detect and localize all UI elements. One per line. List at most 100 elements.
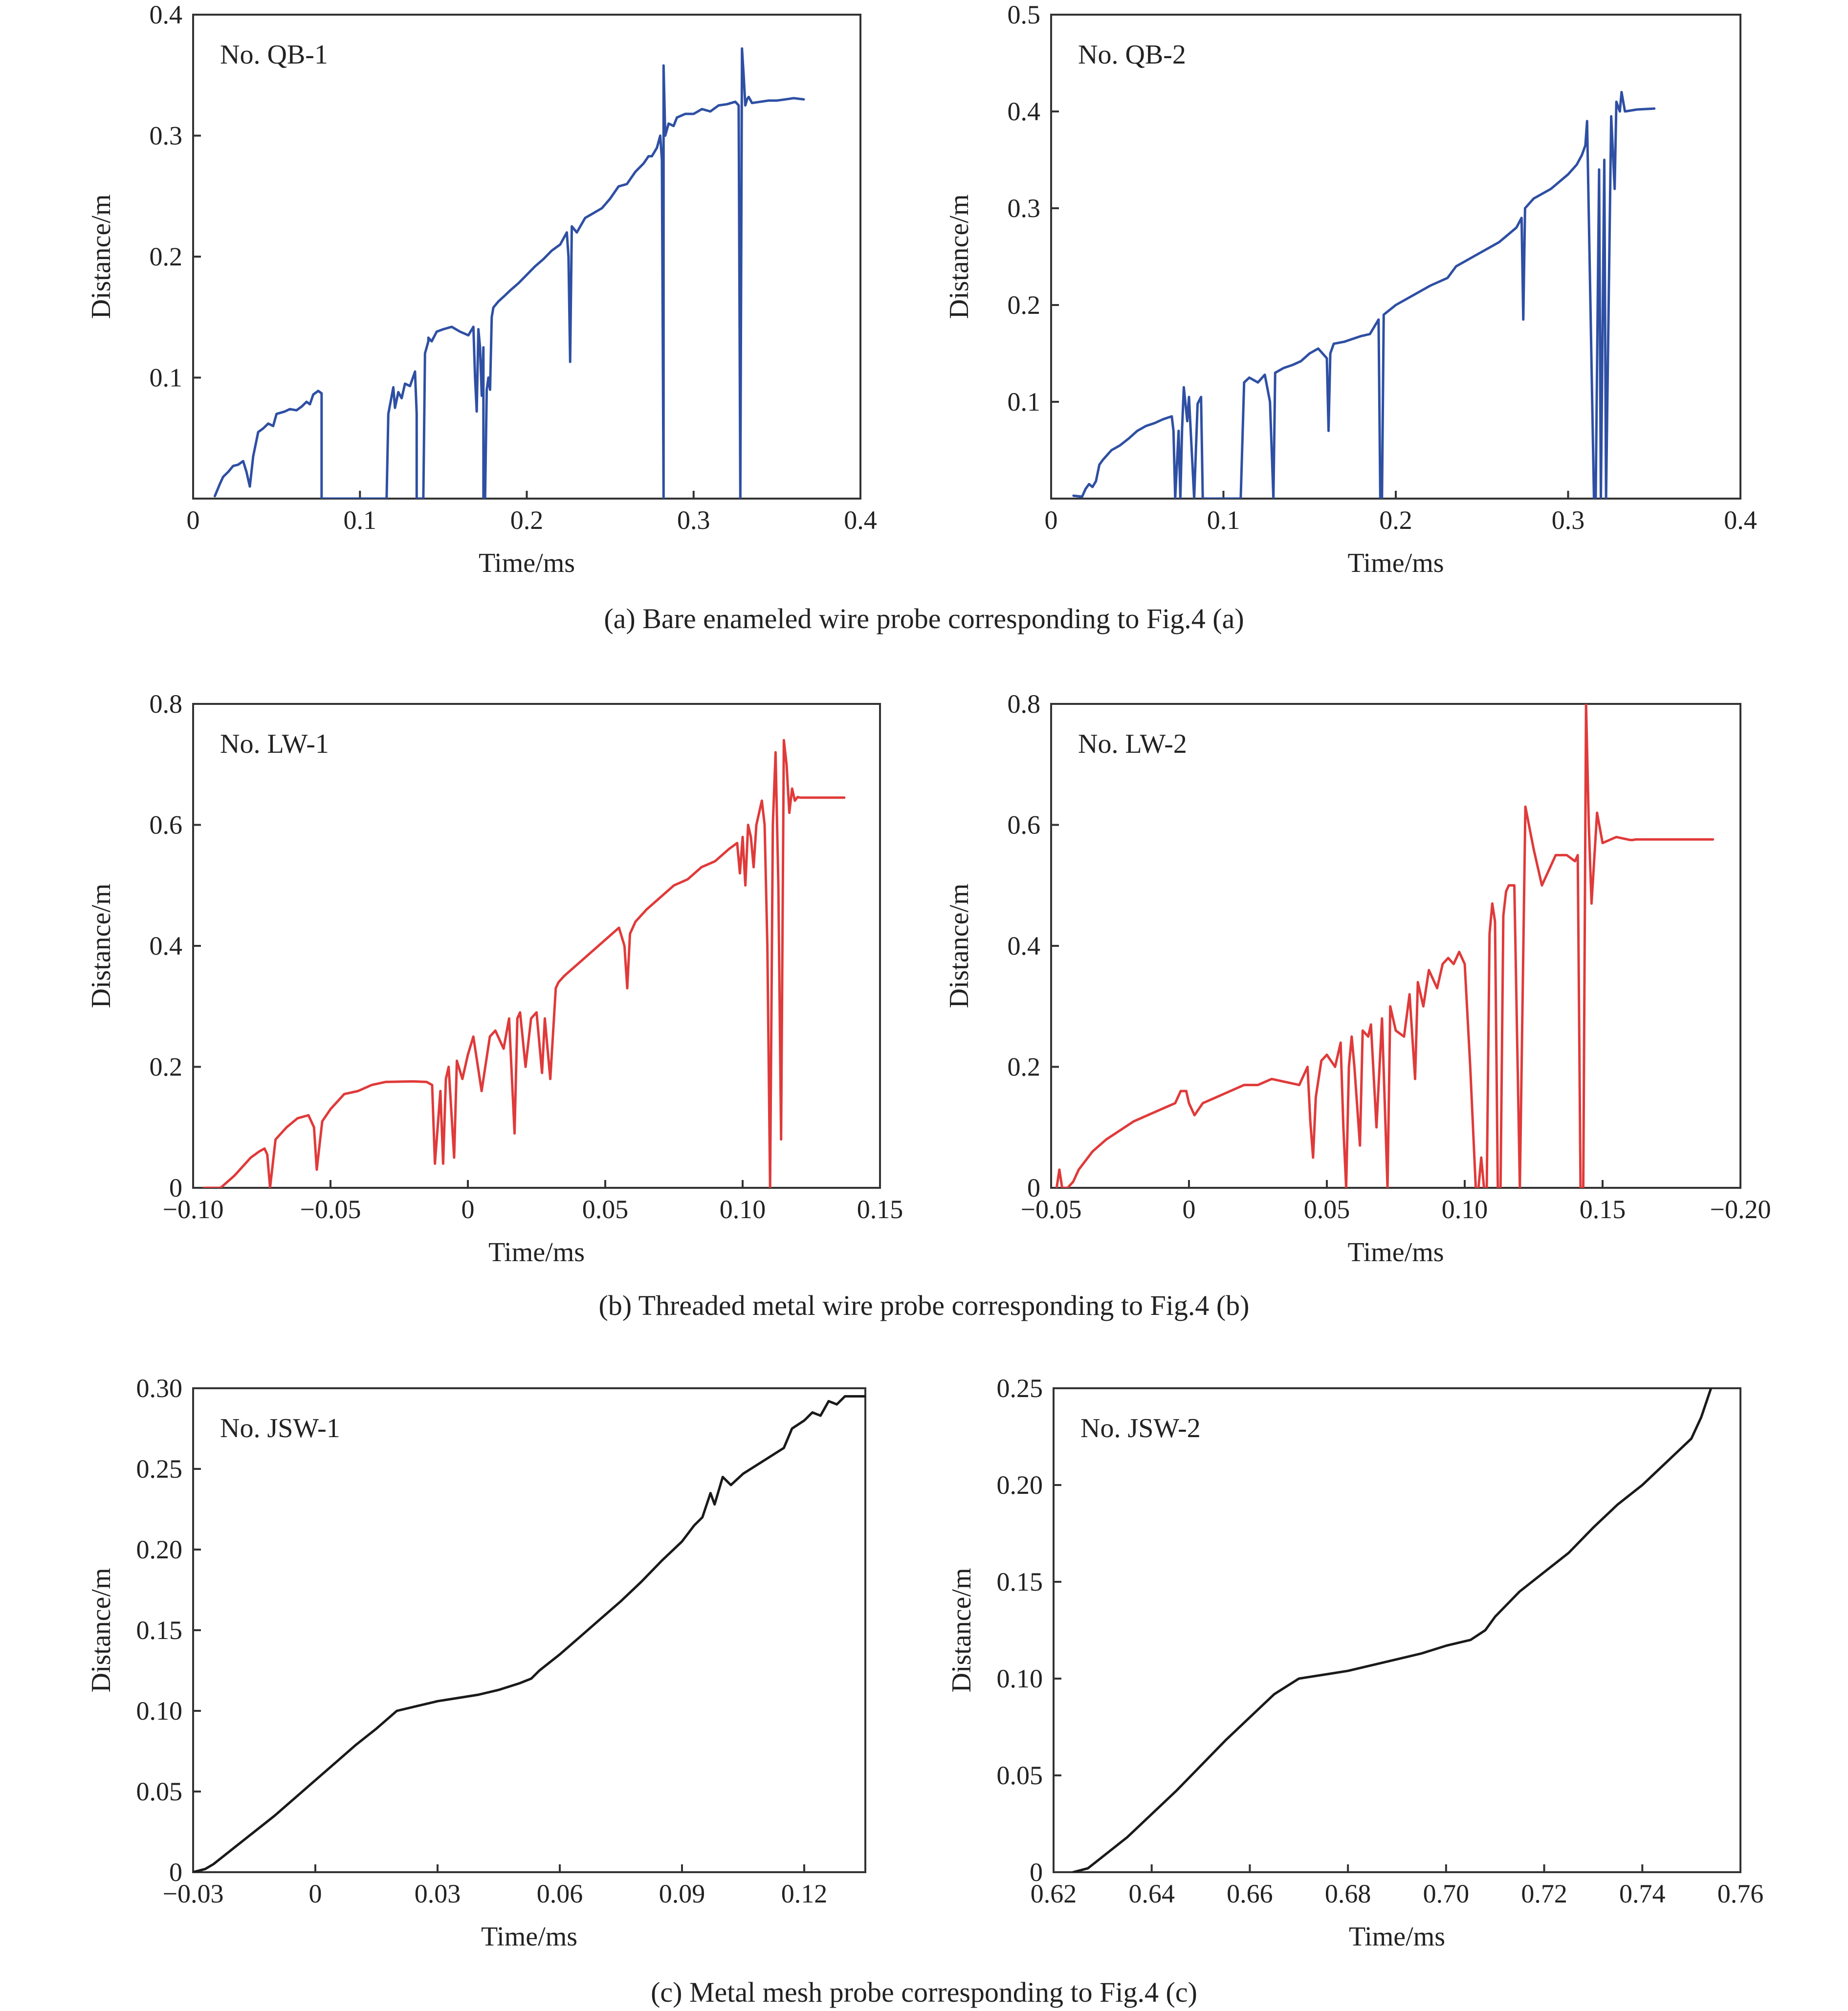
x-tick-label: 0.15 bbox=[1580, 1195, 1626, 1224]
x-axis-label: Time/ms bbox=[481, 1922, 577, 1952]
x-tick-label: 0.05 bbox=[1304, 1195, 1350, 1224]
y-tick-label: 0.20 bbox=[997, 1470, 1043, 1500]
panel-title: No. LW-1 bbox=[220, 729, 329, 759]
data-line bbox=[193, 1395, 865, 1872]
x-tick-label: −0.05 bbox=[300, 1195, 361, 1224]
x-tick-label: 0 bbox=[309, 1879, 322, 1908]
x-tick-label: 0.2 bbox=[510, 505, 544, 535]
x-tick-label: 0.12 bbox=[781, 1879, 828, 1908]
plot-frame bbox=[1053, 1387, 1741, 1873]
x-axis-label: Time/ms bbox=[488, 1237, 585, 1268]
data-line bbox=[203, 739, 846, 1188]
x-tick-label: 0.1 bbox=[344, 505, 377, 535]
panel-jsw2: 0.62 0.64 0.66 0.68 0.70 0.72 0.74 0.76 0 0.05 0.1… bbox=[946, 1374, 1763, 1952]
panel-jsw1: −0.03 0 0.03 0.06 0.09 0.1200.050.100.150.200… bbox=[86, 1374, 866, 1952]
x-tick-label: 0.10 bbox=[1442, 1195, 1488, 1224]
x-tick-label: 0 bbox=[1183, 1195, 1196, 1224]
y-axis-label: Distance/m bbox=[86, 194, 116, 319]
x-tick-label: 0.10 bbox=[720, 1195, 766, 1224]
panel-title: No. QB-2 bbox=[1078, 40, 1186, 70]
y-axis-label: Distance/m bbox=[86, 1568, 116, 1692]
x-axis-label: Time/ms bbox=[1347, 548, 1444, 578]
data-line bbox=[1072, 1388, 1713, 1872]
y-tick-label: 0.25 bbox=[997, 1374, 1043, 1403]
x-tick-label: 0.76 bbox=[1717, 1879, 1764, 1908]
x-tick-label: 0.64 bbox=[1128, 1879, 1175, 1908]
y-tick-label: 0 bbox=[1030, 1858, 1043, 1887]
panel-qb2: 0 0.1 0.2 0.3 0.4 0.1 0.2 0.3 0.4 0.5 Time/ms Dista… bbox=[944, 0, 1757, 578]
y-tick-label: 0.5 bbox=[1008, 0, 1041, 29]
y-tick-label: 0.05 bbox=[136, 1777, 183, 1806]
y-axis-label: Distance/m bbox=[944, 883, 974, 1008]
panel-title: No. QB-1 bbox=[220, 40, 328, 70]
y-tick-label: 0.4 bbox=[1008, 931, 1041, 961]
y-tick-label: 0.20 bbox=[136, 1535, 183, 1564]
x-tick-label: 0 bbox=[1045, 505, 1058, 535]
x-tick-label: 0 bbox=[462, 1195, 475, 1224]
y-axis-label: Distance/m bbox=[946, 1568, 977, 1692]
y-tick-label: 0 bbox=[1027, 1173, 1040, 1202]
x-tick-label: 0.05 bbox=[582, 1195, 629, 1224]
x-tick-label: 0.4 bbox=[1724, 505, 1757, 535]
panel-lw2: −0.05 0 0.05 0.10 0.15 −0.2000.20.40.60.8Time… bbox=[944, 689, 1771, 1268]
data-line bbox=[1072, 90, 1656, 499]
y-tick-label: 0.8 bbox=[1008, 689, 1041, 719]
y-tick-label: 0.3 bbox=[150, 121, 183, 151]
y-tick-label: 0.2 bbox=[150, 1052, 183, 1082]
y-tick-label: 0.6 bbox=[150, 810, 183, 840]
x-axis-label: Time/ms bbox=[479, 548, 575, 578]
x-tick-label: 0.1 bbox=[1207, 505, 1240, 535]
y-tick-label: 0.2 bbox=[1008, 1052, 1041, 1082]
y-tick-label: 0.30 bbox=[136, 1374, 183, 1403]
y-tick-label: 0.4 bbox=[150, 0, 183, 29]
x-tick-label: 0.2 bbox=[1379, 505, 1412, 535]
y-tick-label: 0.6 bbox=[1008, 810, 1041, 840]
x-tick-label: −0.05 bbox=[1021, 1195, 1082, 1224]
y-tick-label: 0.10 bbox=[997, 1664, 1043, 1693]
x-tick-label: 0.03 bbox=[415, 1879, 461, 1908]
y-tick-label: 0.4 bbox=[1008, 97, 1041, 126]
y-tick-label: 0.25 bbox=[136, 1454, 183, 1484]
y-tick-label: 0.2 bbox=[1008, 290, 1041, 320]
x-tick-label: −0.10 bbox=[163, 1195, 224, 1224]
panel-title: No. JSW-1 bbox=[220, 1413, 340, 1443]
x-tick-label: −0.20 bbox=[1710, 1195, 1771, 1224]
x-tick-label: 0.68 bbox=[1325, 1879, 1371, 1908]
x-tick-label: 0.62 bbox=[1031, 1879, 1077, 1908]
y-tick-label: 0 bbox=[169, 1173, 182, 1202]
caption-a: (a) Bare enameled wire probe correspondi… bbox=[604, 603, 1244, 634]
x-tick-label: 0.74 bbox=[1619, 1879, 1666, 1908]
y-tick-label: 0.1 bbox=[1008, 387, 1041, 416]
data-line bbox=[213, 47, 805, 499]
y-axis-label: Distance/m bbox=[86, 883, 116, 1008]
y-tick-label: 0.4 bbox=[150, 931, 183, 961]
panel-title: No. JSW-2 bbox=[1080, 1413, 1201, 1443]
y-tick-label: 0.2 bbox=[150, 242, 183, 271]
y-tick-label: 0 bbox=[169, 1858, 182, 1887]
x-tick-label: −0.03 bbox=[163, 1879, 224, 1908]
panel-title: No. LW-2 bbox=[1078, 729, 1187, 759]
panel-lw1: −0.10 −0.05 0 0.05 0.10 0.15 0 0.2 0.4 0.6 0.8 Time… bbox=[86, 689, 903, 1268]
x-tick-label: 0.72 bbox=[1521, 1879, 1567, 1908]
y-axis-label: Distance/m bbox=[944, 194, 974, 319]
y-tick-label: 0.15 bbox=[997, 1567, 1043, 1596]
x-tick-label: 0.70 bbox=[1423, 1879, 1470, 1908]
x-tick-label: 0.15 bbox=[857, 1195, 903, 1224]
x-tick-label: 0.3 bbox=[1552, 505, 1585, 535]
x-tick-label: 0.3 bbox=[677, 505, 710, 535]
plot-frame bbox=[1050, 14, 1741, 500]
panel-qb1: 0 0.1 0.2 0.3 0.4 0.1 0.2 0.3 0.4 Time/ms Distance… bbox=[86, 0, 877, 578]
y-tick-label: 0.8 bbox=[150, 689, 183, 719]
x-tick-label: 0 bbox=[187, 505, 200, 535]
x-axis-label: Time/ms bbox=[1347, 1237, 1444, 1268]
caption-b: (b) Threaded metal wire probe correspond… bbox=[599, 1290, 1250, 1321]
x-axis-label: Time/ms bbox=[1349, 1922, 1445, 1952]
y-tick-label: 0.05 bbox=[997, 1761, 1043, 1790]
data-line bbox=[1055, 704, 1715, 1188]
plot-frame bbox=[192, 14, 861, 500]
caption-c: (c) Metal mesh probe corresponding to Fi… bbox=[651, 1976, 1197, 2008]
y-tick-label: 0.10 bbox=[136, 1696, 183, 1726]
x-tick-label: 0.66 bbox=[1227, 1879, 1273, 1908]
plot-frame bbox=[1050, 703, 1741, 1189]
